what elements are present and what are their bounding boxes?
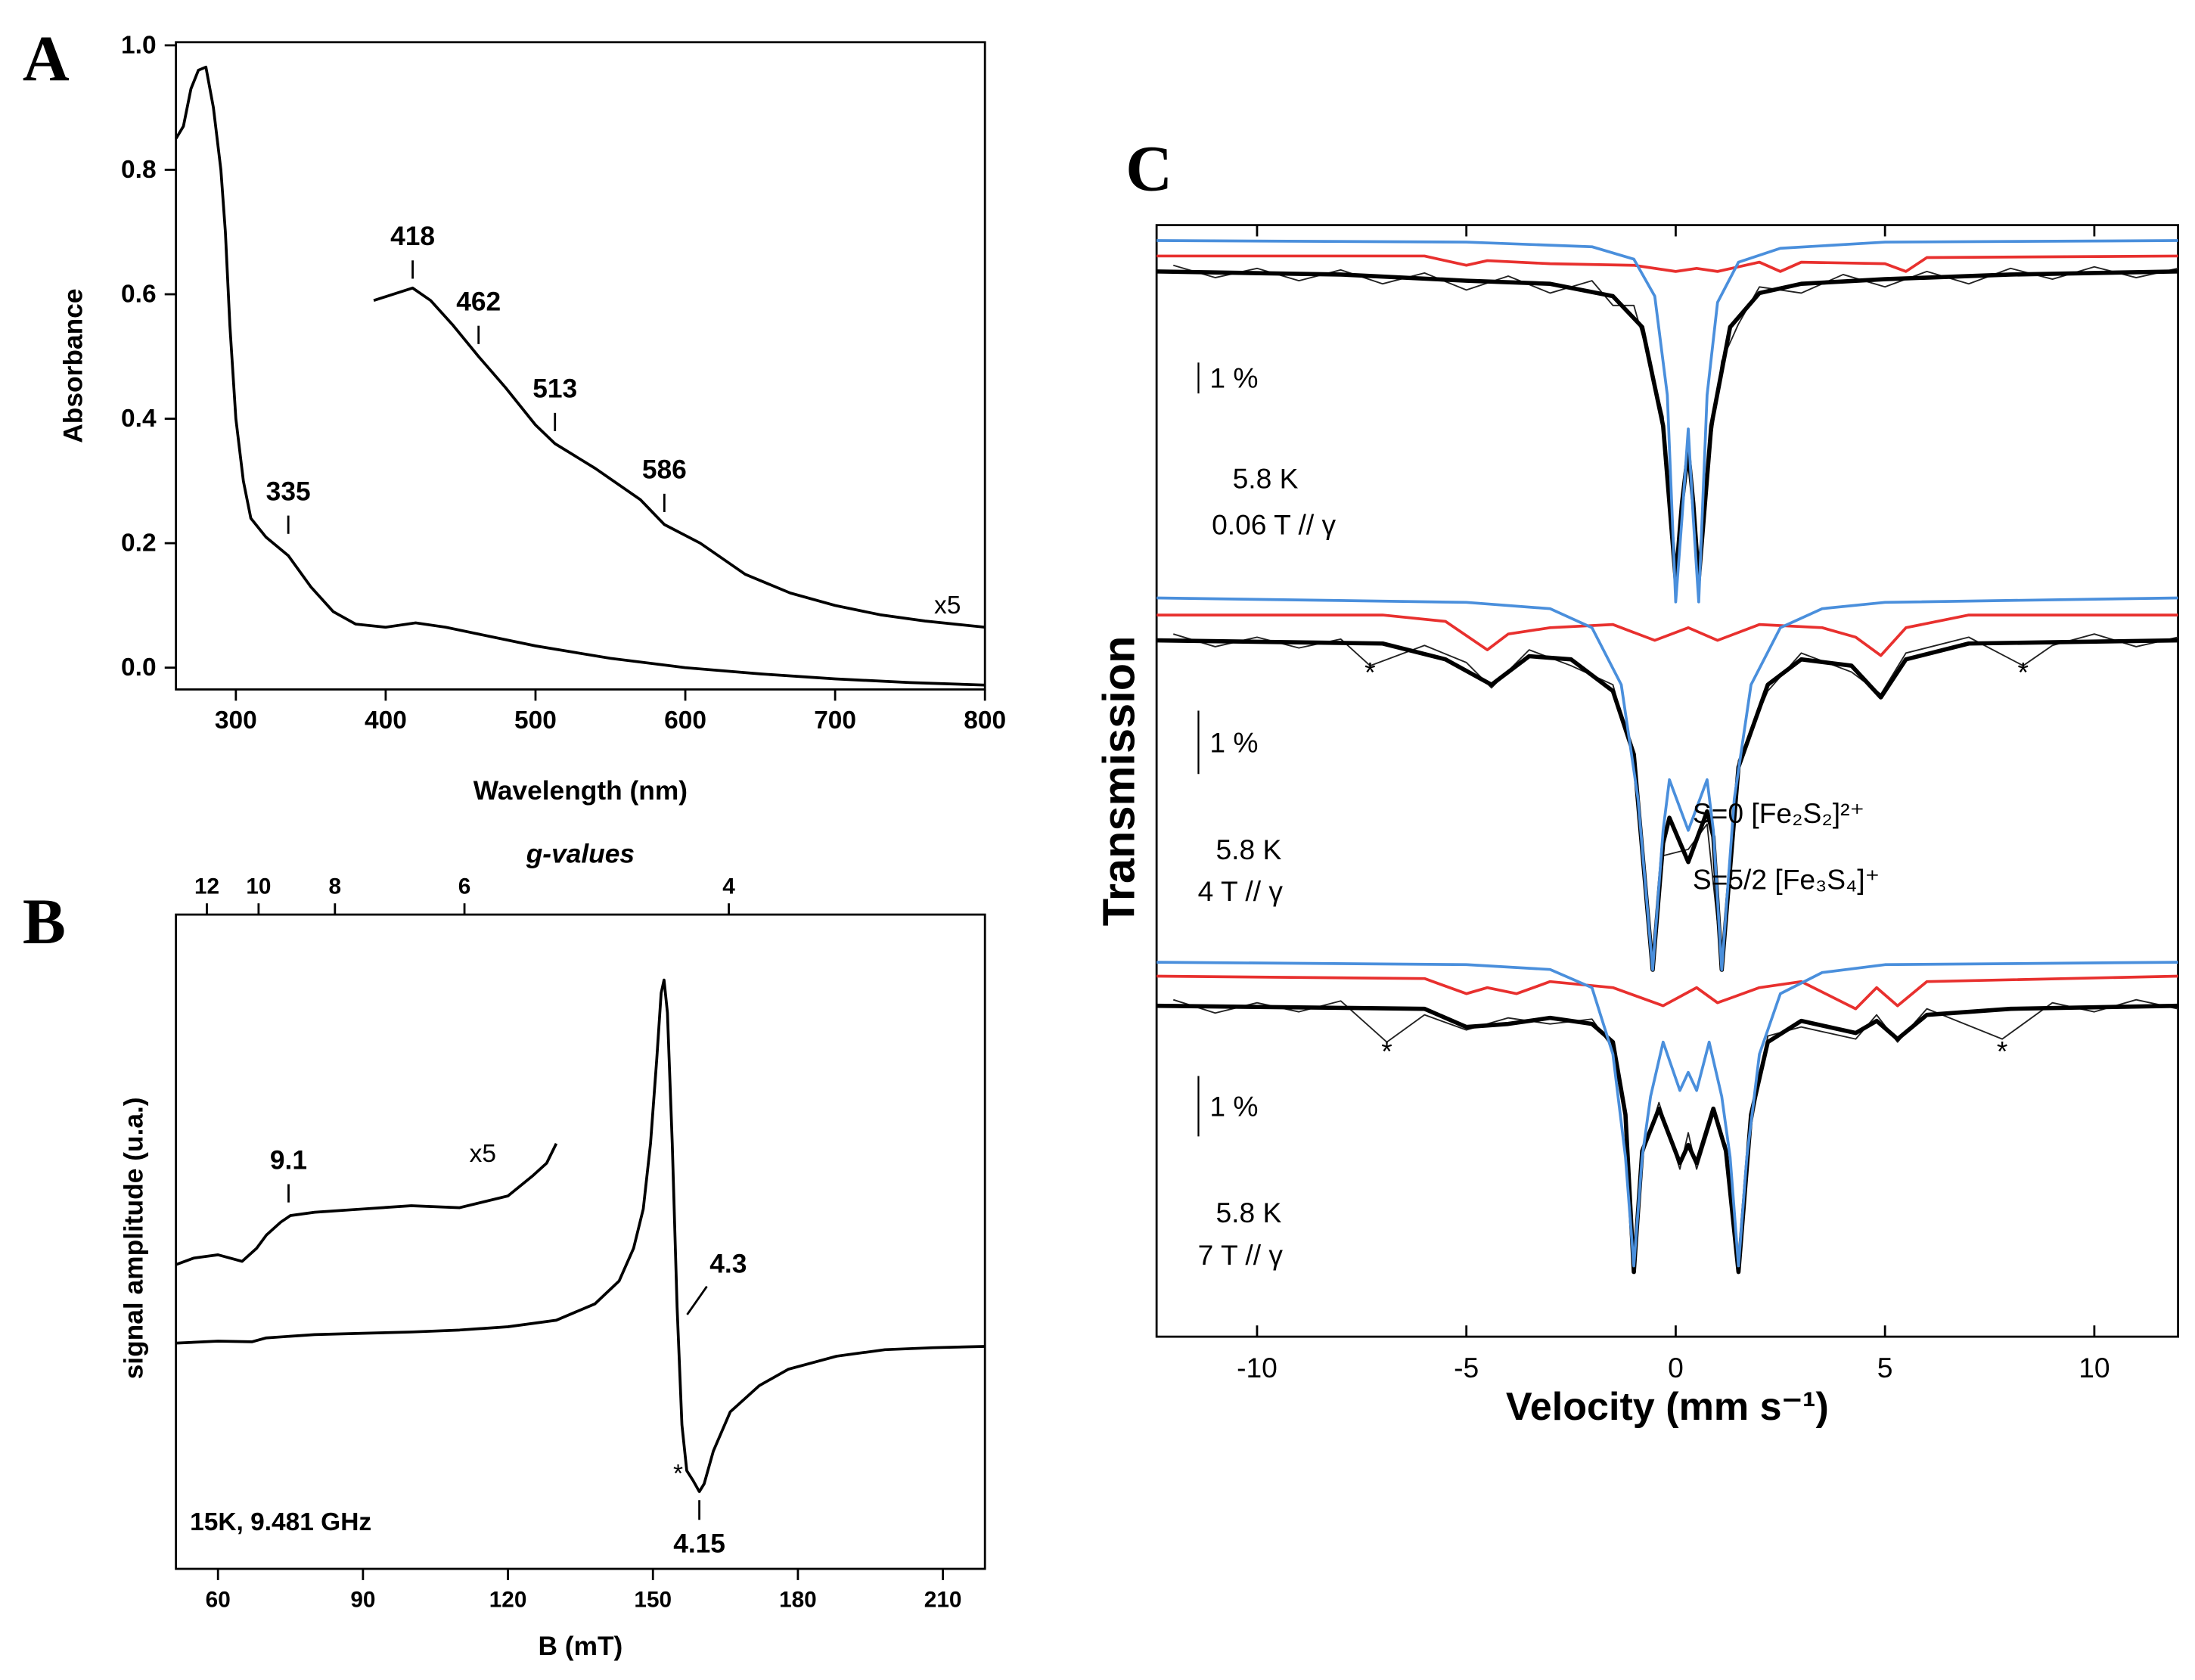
annotation-label: 9.1 — [270, 1145, 307, 1175]
data-line — [175, 978, 986, 1493]
label: * — [1381, 1036, 1392, 1067]
annotation-label: 4.15 — [673, 1529, 725, 1558]
x-tick-label: 120 — [489, 1587, 527, 1612]
x-tick-label: 500 — [514, 706, 557, 734]
label: * — [673, 1460, 683, 1488]
x-tick-label: 210 — [924, 1587, 962, 1612]
x-tick-label: -10 — [1237, 1352, 1278, 1383]
y-axis-label: signal amplitude (u.a.) — [119, 1097, 148, 1379]
label: * — [1997, 1036, 2007, 1067]
y-tick-label: 0.0 — [121, 654, 157, 682]
x-tick-label: 800 — [964, 706, 1006, 734]
legend-entry: S=0 [Fe₂S₂]²⁺ — [1693, 797, 1864, 829]
label: 4 T // γ — [1198, 875, 1284, 907]
data-line — [1172, 998, 2178, 1267]
panel-letter: C — [1125, 133, 1172, 205]
annotation-label: 586 — [642, 455, 687, 485]
legend-entry: S=5/2 [Fe₃S₄]⁺ — [1693, 864, 1880, 896]
panel-letter: A — [23, 23, 70, 95]
scale-bar-label: 1 % — [1209, 726, 1258, 758]
x2-tick-label: 6 — [458, 874, 471, 899]
y-tick-label: 0.4 — [121, 405, 157, 433]
x-tick-label: 90 — [350, 1587, 375, 1612]
x-tick-label: 400 — [365, 706, 407, 734]
x-tick-label: 5 — [1877, 1352, 1893, 1383]
x-tick-label: 0 — [1668, 1352, 1684, 1383]
data-line — [175, 1143, 558, 1266]
y-axis-label: Transmission — [1093, 636, 1144, 927]
scale-bar-label: 1 % — [1209, 1090, 1258, 1122]
data-line — [1156, 638, 2178, 972]
plot-frame — [1155, 224, 2179, 1338]
annotation-label: 4.3 — [709, 1249, 747, 1278]
y-tick-label: 0.6 — [121, 281, 157, 309]
x-tick-label: 300 — [215, 706, 257, 734]
label: 7 T // γ — [1198, 1239, 1284, 1271]
annotation-label: 513 — [532, 374, 577, 404]
label: x5 — [934, 592, 961, 620]
label: x5 — [470, 1140, 496, 1168]
annotation-label: 462 — [456, 287, 501, 317]
x-tick-label: 60 — [206, 1587, 231, 1612]
x-axis-label: B (mT) — [538, 1632, 622, 1661]
y-tick-label: 0.2 — [121, 529, 157, 557]
plot-frame — [175, 913, 986, 1570]
x2-tick-label: 8 — [329, 874, 342, 899]
label: 0.06 T // γ — [1212, 509, 1336, 541]
panel-letter: B — [23, 886, 66, 958]
x-tick-label: -5 — [1454, 1352, 1479, 1383]
data-line — [1156, 239, 2178, 604]
annotation-label: 335 — [266, 477, 311, 506]
x-tick-label: 150 — [634, 1587, 672, 1612]
data-line — [1156, 1003, 2178, 1275]
data-line — [1156, 613, 2178, 657]
label: * — [2018, 656, 2029, 688]
label: * — [1365, 656, 1375, 688]
y-axis-label: Absorbance — [58, 289, 88, 443]
label: 5.8 K — [1215, 1197, 1281, 1228]
data-line — [1156, 974, 2178, 1011]
x-tick-label: 700 — [814, 706, 856, 734]
data-line — [373, 286, 986, 629]
x2-tick-label: 10 — [246, 874, 271, 899]
data-line — [1156, 961, 2178, 1268]
y-tick-label: 1.0 — [121, 31, 157, 59]
label: 15K, 9.481 GHz — [190, 1508, 371, 1536]
x2-axis-label: g-values — [526, 840, 635, 869]
scale-bar-label: 1 % — [1209, 362, 1258, 394]
plot-frame — [175, 41, 986, 691]
x-axis-label: Wavelength (nm) — [473, 776, 688, 806]
data-line — [1156, 596, 2178, 971]
x-tick-label: 180 — [779, 1587, 817, 1612]
label: 5.8 K — [1215, 834, 1281, 865]
x-axis-label: Velocity (mm s⁻¹) — [1506, 1385, 1829, 1429]
x-tick-label: 10 — [2079, 1352, 2110, 1383]
data-line — [1156, 254, 2178, 273]
x2-tick-label: 4 — [722, 874, 735, 899]
y-tick-label: 0.8 — [121, 156, 157, 184]
data-line — [175, 65, 986, 687]
annotation-tick — [686, 1285, 708, 1315]
label: 5.8 K — [1233, 462, 1299, 494]
x2-tick-label: 12 — [194, 874, 219, 899]
annotation-label: 418 — [390, 222, 435, 251]
x-tick-label: 600 — [664, 706, 706, 734]
